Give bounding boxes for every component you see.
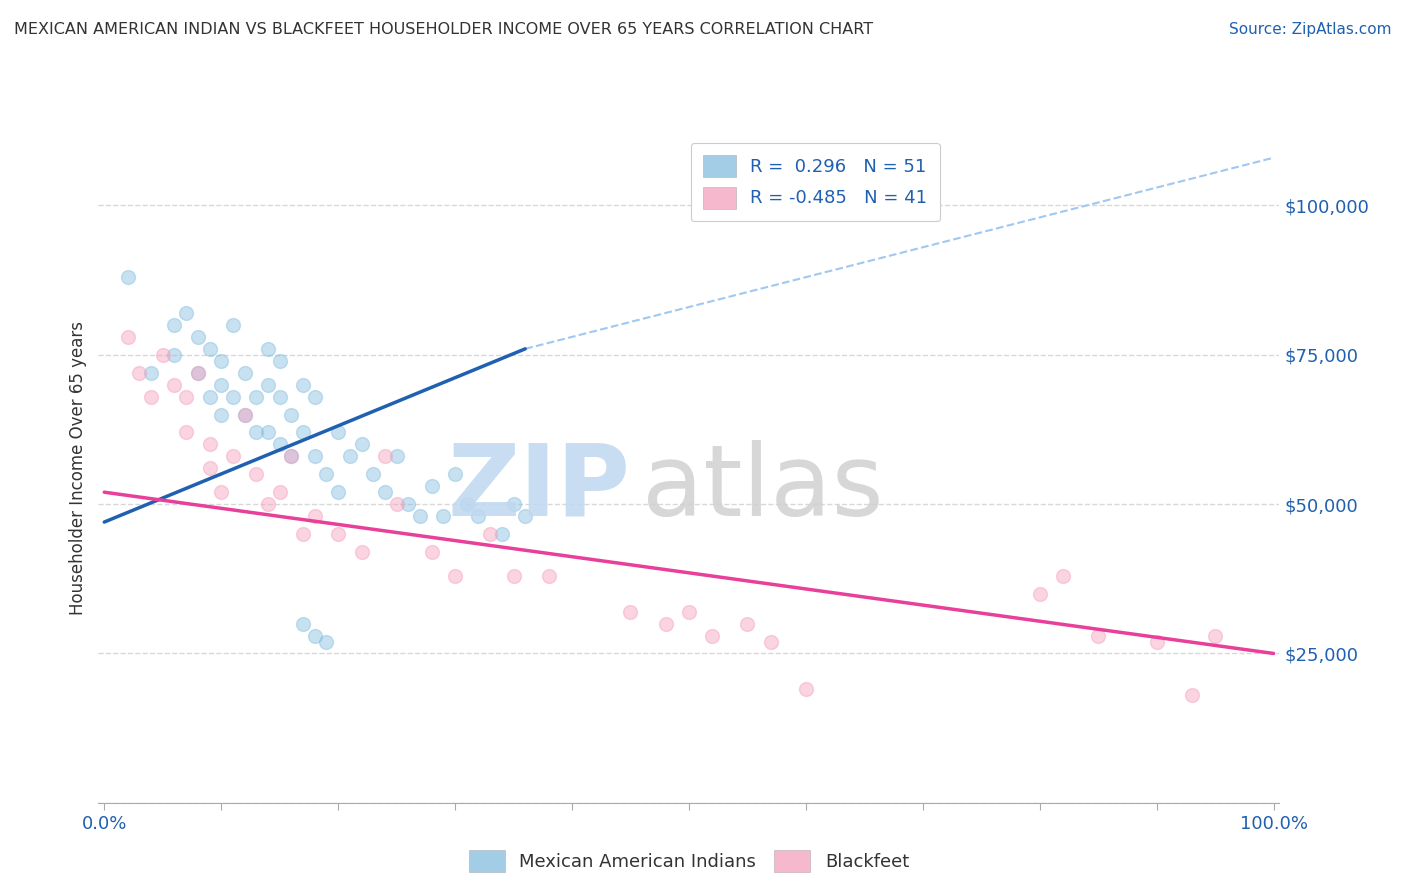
Point	[502, 497, 524, 511]
Point	[326, 485, 349, 500]
Point	[444, 467, 467, 482]
Point	[233, 366, 256, 380]
Point	[326, 527, 349, 541]
Point	[678, 605, 700, 619]
Point	[257, 342, 280, 356]
Point	[233, 408, 256, 422]
Point	[619, 605, 641, 619]
Point	[396, 497, 419, 511]
Point	[269, 485, 291, 500]
Point	[759, 634, 782, 648]
Point	[257, 377, 280, 392]
Point	[1204, 628, 1226, 642]
Point	[139, 366, 162, 380]
Point	[117, 270, 139, 285]
Point	[350, 437, 373, 451]
Point	[1052, 569, 1074, 583]
Point	[467, 509, 489, 524]
Point	[339, 450, 361, 464]
Point	[654, 616, 676, 631]
Point	[1146, 634, 1168, 648]
Point	[537, 569, 560, 583]
Legend: Mexican American Indians, Blackfeet: Mexican American Indians, Blackfeet	[460, 840, 918, 880]
Point	[209, 353, 232, 368]
Point	[198, 342, 221, 356]
Point	[245, 390, 267, 404]
Point	[326, 425, 349, 440]
Point	[269, 353, 291, 368]
Point	[444, 569, 467, 583]
Point	[702, 628, 724, 642]
Point	[315, 634, 337, 648]
Point	[222, 318, 245, 332]
Point	[315, 467, 337, 482]
Point	[163, 318, 186, 332]
Point	[128, 366, 150, 380]
Point	[737, 616, 759, 631]
Point	[385, 497, 408, 511]
Point	[245, 425, 267, 440]
Point	[292, 616, 315, 631]
Point	[292, 527, 315, 541]
Point	[1181, 688, 1204, 702]
Point	[502, 569, 524, 583]
Point	[245, 467, 267, 482]
Y-axis label: Householder Income Over 65 years: Householder Income Over 65 years	[69, 321, 87, 615]
Point	[420, 545, 443, 559]
Point	[280, 408, 302, 422]
Point	[187, 366, 209, 380]
Point	[385, 450, 408, 464]
Point	[794, 682, 817, 697]
Point	[374, 485, 396, 500]
Point	[374, 450, 396, 464]
Point	[198, 461, 221, 475]
Point	[163, 377, 186, 392]
Point	[1087, 628, 1109, 642]
Point	[257, 497, 280, 511]
Point	[1029, 587, 1052, 601]
Point	[269, 390, 291, 404]
Point	[233, 408, 256, 422]
Point	[187, 330, 209, 344]
Text: MEXICAN AMERICAN INDIAN VS BLACKFEET HOUSEHOLDER INCOME OVER 65 YEARS CORRELATIO: MEXICAN AMERICAN INDIAN VS BLACKFEET HOU…	[14, 22, 873, 37]
Point	[491, 527, 513, 541]
Point	[269, 437, 291, 451]
Point	[209, 408, 232, 422]
Point	[222, 390, 245, 404]
Point	[198, 437, 221, 451]
Point	[361, 467, 384, 482]
Point	[292, 425, 315, 440]
Text: atlas: atlas	[641, 440, 883, 537]
Point	[292, 377, 315, 392]
Point	[350, 545, 373, 559]
Text: ZIP: ZIP	[447, 440, 630, 537]
Text: Source: ZipAtlas.com: Source: ZipAtlas.com	[1229, 22, 1392, 37]
Point	[174, 425, 197, 440]
Point	[163, 348, 186, 362]
Point	[304, 450, 326, 464]
Point	[515, 509, 537, 524]
Point	[209, 377, 232, 392]
Point	[139, 390, 162, 404]
Point	[222, 450, 245, 464]
Point	[174, 306, 197, 320]
Point	[209, 485, 232, 500]
Point	[304, 509, 326, 524]
Point	[456, 497, 478, 511]
Point	[432, 509, 454, 524]
Point	[280, 450, 302, 464]
Point	[152, 348, 174, 362]
Point	[117, 330, 139, 344]
Point	[198, 390, 221, 404]
Point	[304, 628, 326, 642]
Point	[280, 450, 302, 464]
Point	[187, 366, 209, 380]
Point	[174, 390, 197, 404]
Point	[479, 527, 502, 541]
Point	[304, 390, 326, 404]
Point	[257, 425, 280, 440]
Point	[409, 509, 432, 524]
Point	[420, 479, 443, 493]
